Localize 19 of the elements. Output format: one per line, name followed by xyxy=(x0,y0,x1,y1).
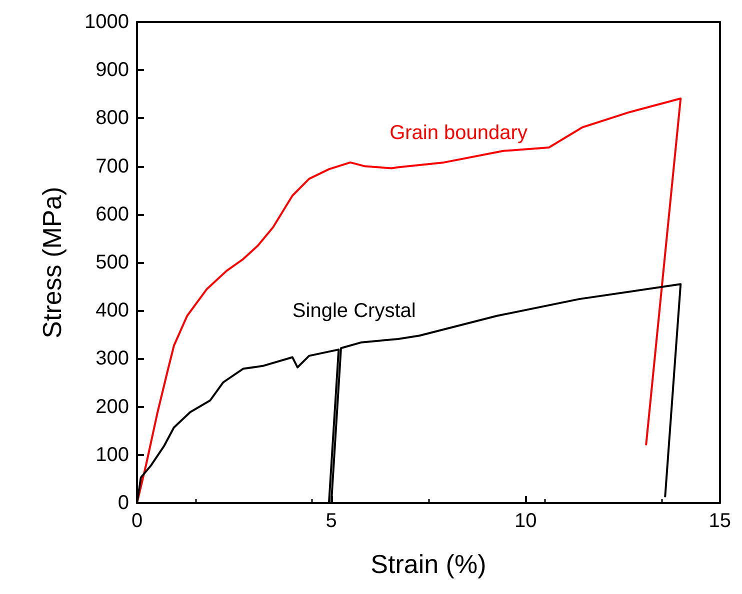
x-tick-label: 15 xyxy=(708,510,731,532)
x-tick-label: 10 xyxy=(514,510,537,532)
x-axis-title: Strain (%) xyxy=(370,549,486,579)
x-tick-label: 5 xyxy=(326,510,337,532)
series-label: Single Crystal xyxy=(292,300,416,322)
x-tick-label: 0 xyxy=(131,510,143,532)
y-tick-label: 800 xyxy=(96,107,129,130)
y-axis-title: Stress (MPa) xyxy=(37,186,67,338)
y-tick-label: 700 xyxy=(96,155,129,178)
series-label: Grain boundary xyxy=(390,122,528,144)
y-tick-label: 600 xyxy=(96,203,129,226)
y-tick-label: 900 xyxy=(96,59,129,82)
y-tick-label: 500 xyxy=(96,252,129,274)
y-tick-label: 0 xyxy=(118,492,129,514)
y-tick-label: 300 xyxy=(96,348,129,370)
y-tick-label: 400 xyxy=(96,300,129,322)
y-tick-label: 1000 xyxy=(84,11,129,33)
y-tick-label: 100 xyxy=(96,444,129,466)
y-tick-label: 200 xyxy=(96,396,129,418)
